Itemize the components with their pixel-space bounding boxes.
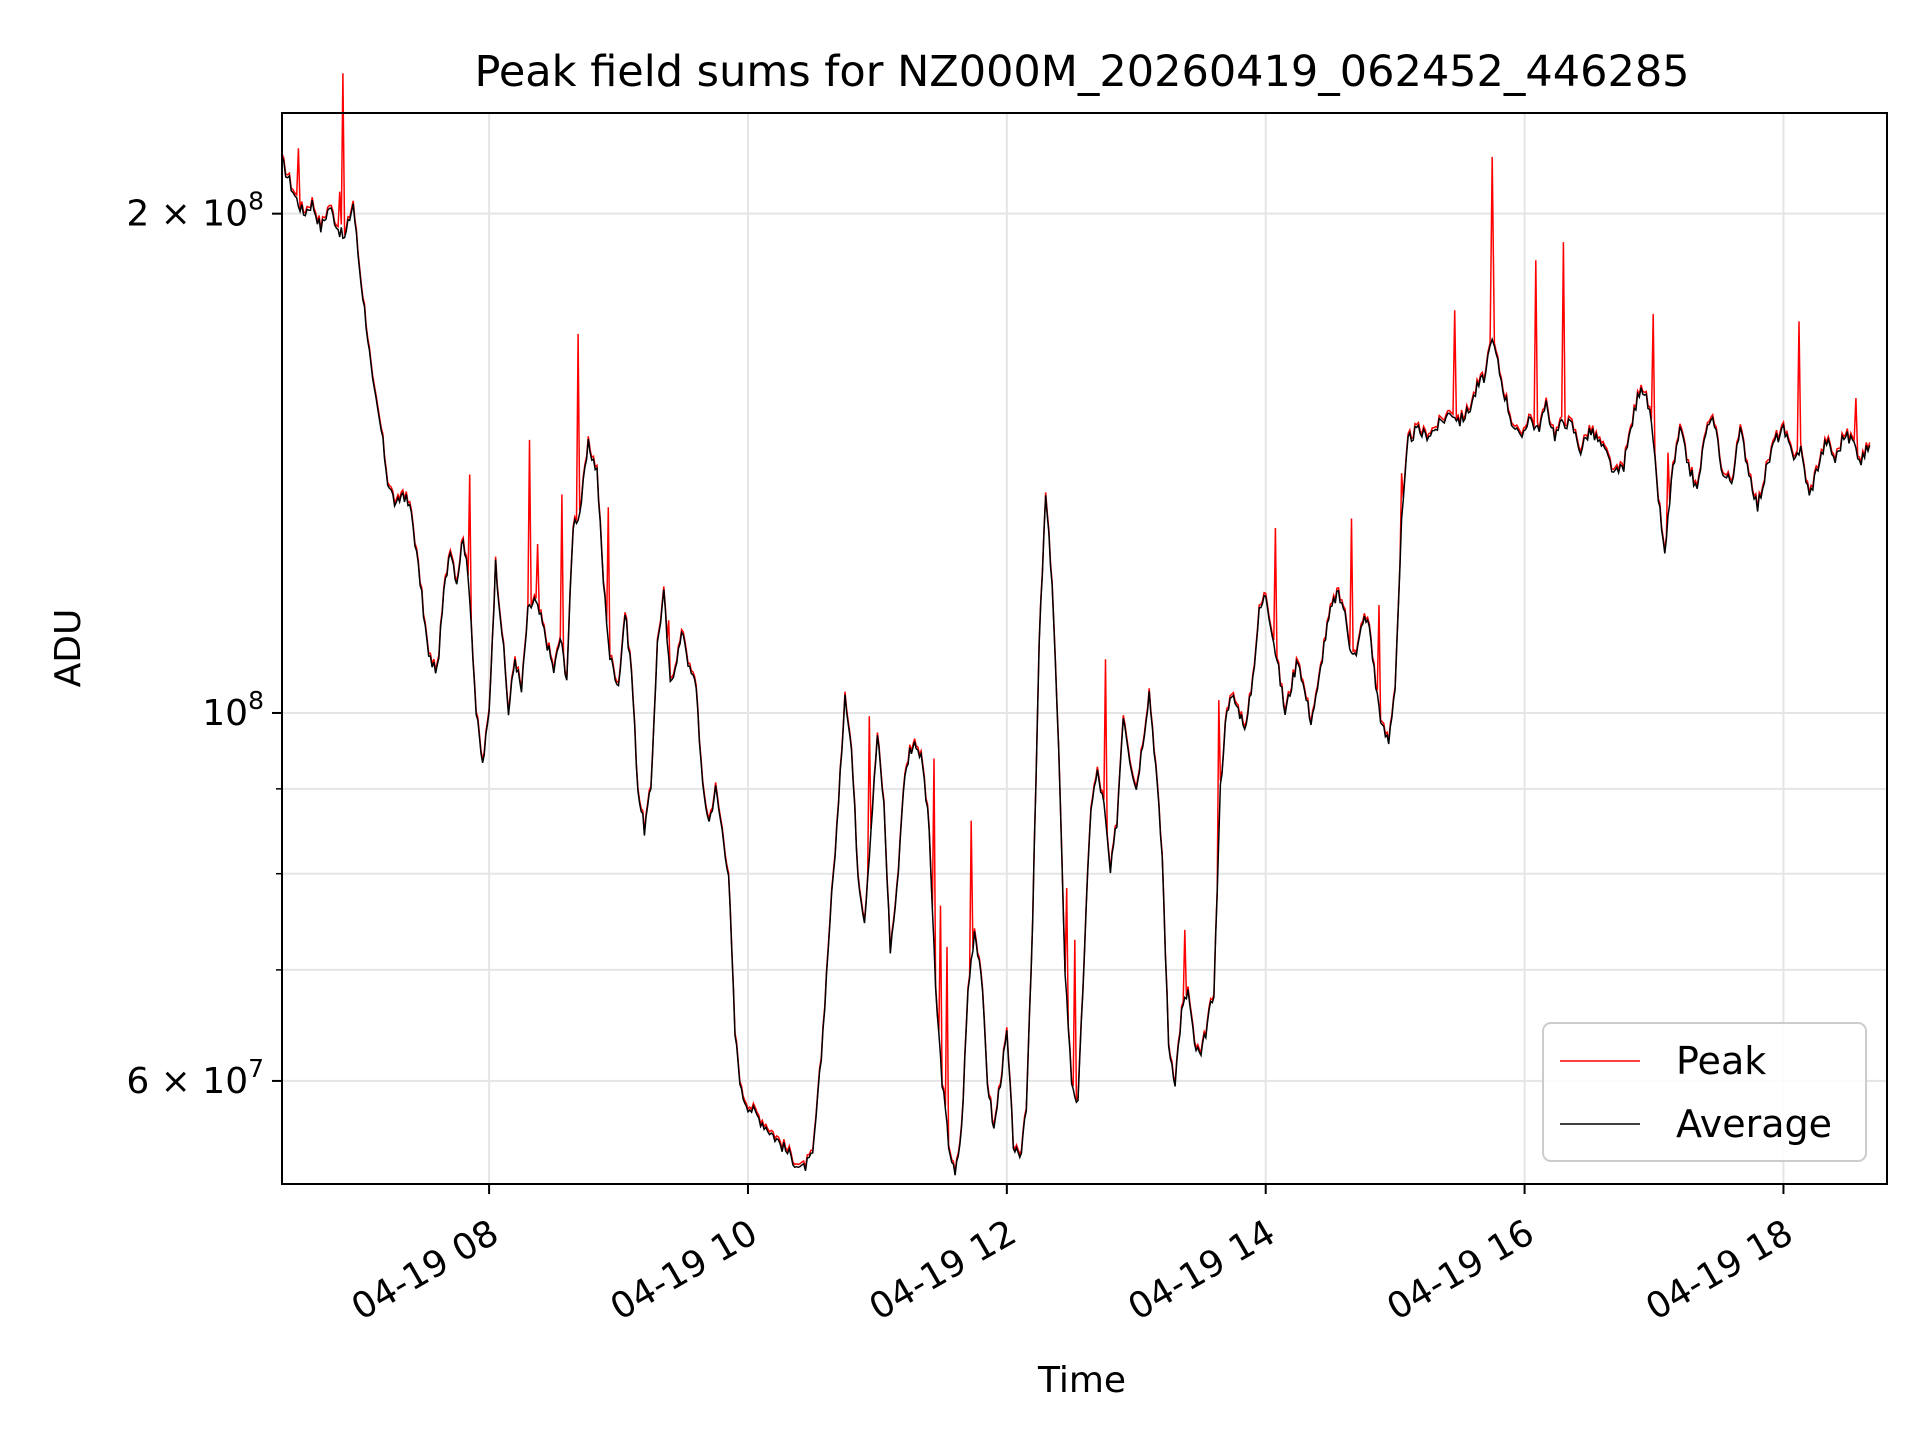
series-average-line xyxy=(281,156,1871,1176)
legend: Peak Average xyxy=(1542,1022,1867,1162)
plot-area xyxy=(281,73,1871,1176)
y-tick-label: 6 × 107 xyxy=(126,1054,264,1102)
y-axis: 6 × 107 108 2 × 108 xyxy=(126,187,282,1102)
x-axis-label: Time xyxy=(1037,1360,1126,1401)
x-tick-label: 04-19 08 xyxy=(345,1212,506,1328)
legend-peak-label: Peak xyxy=(1676,1039,1766,1083)
y-axis-label: ADU xyxy=(48,609,89,688)
y-tick-label: 108 xyxy=(202,686,264,734)
series-peak-line xyxy=(281,73,1871,1173)
y-tick-label: 2 × 108 xyxy=(126,187,264,235)
plot-frame xyxy=(281,112,1888,1185)
x-tick-label: 04-19 18 xyxy=(1639,1212,1800,1328)
x-tick-label: 04-19 12 xyxy=(863,1212,1024,1328)
legend-box xyxy=(1542,1022,1867,1162)
chart-title: Peak field sums for NZ000M_20260419_0624… xyxy=(474,47,1689,97)
x-axis: 04-19 08 04-19 10 04-19 12 04-19 14 04-19 16… xyxy=(345,1184,1800,1329)
x-tick-label: 04-19 16 xyxy=(1380,1212,1541,1328)
legend-average-label: Average xyxy=(1676,1102,1832,1146)
x-tick-label: 04-19 14 xyxy=(1122,1212,1283,1328)
x-tick-label: 04-19 10 xyxy=(604,1212,765,1328)
